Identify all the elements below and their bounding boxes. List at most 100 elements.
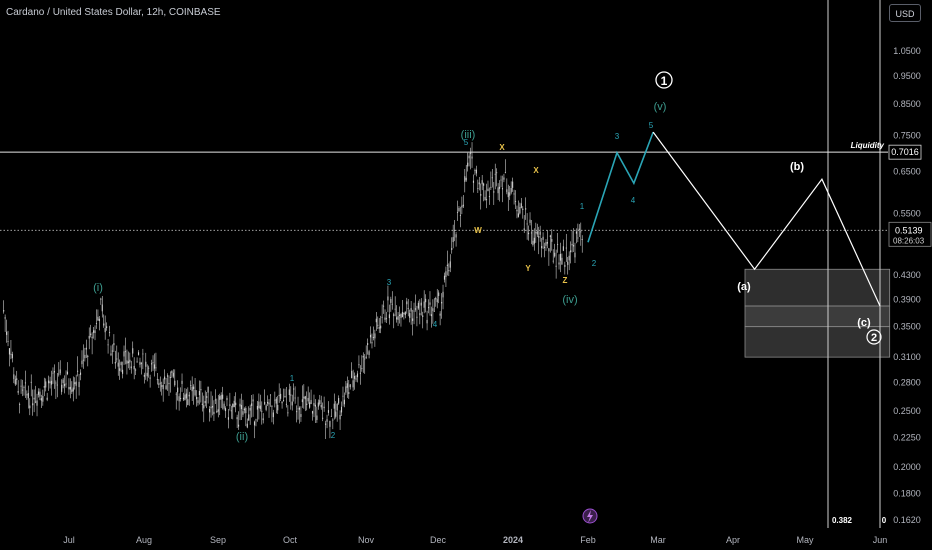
candle-body bbox=[71, 389, 73, 393]
candle-body bbox=[470, 151, 472, 154]
candle-body bbox=[403, 312, 405, 315]
candle-body bbox=[140, 363, 142, 365]
candle-body bbox=[500, 179, 502, 181]
candle-body bbox=[180, 398, 182, 399]
candle-body bbox=[509, 192, 511, 196]
candle-body bbox=[14, 379, 16, 385]
candle-body bbox=[307, 397, 309, 402]
wave-label-5-feb: 5 bbox=[649, 121, 654, 130]
candle-body bbox=[536, 231, 538, 235]
y-tick-label: 0.4300 bbox=[893, 270, 921, 280]
candle-body bbox=[320, 404, 322, 408]
candle-body bbox=[258, 401, 260, 409]
y-tick-label: 0.2500 bbox=[893, 406, 921, 416]
candle-body bbox=[354, 375, 356, 379]
candle-body bbox=[436, 299, 438, 303]
candle-body bbox=[429, 302, 431, 305]
candle-body bbox=[223, 403, 225, 409]
candle-body bbox=[29, 405, 31, 409]
candle-body bbox=[355, 378, 357, 380]
candle-body bbox=[181, 380, 183, 384]
candle-body bbox=[127, 361, 129, 364]
candle-body bbox=[362, 356, 364, 358]
candle-body bbox=[187, 399, 189, 405]
circled-2-ring bbox=[866, 329, 882, 345]
candle-body bbox=[206, 396, 208, 398]
candle-body bbox=[148, 367, 150, 369]
lightning-icon-bolt bbox=[587, 510, 593, 523]
candle-body bbox=[184, 394, 186, 400]
candle-body bbox=[513, 193, 515, 195]
candle-body bbox=[129, 359, 131, 363]
candle-body bbox=[484, 196, 486, 200]
candle-body bbox=[367, 343, 369, 345]
candle-body bbox=[122, 369, 124, 374]
candle-body bbox=[561, 257, 563, 265]
candle-body bbox=[394, 308, 396, 310]
candle-body bbox=[535, 232, 537, 234]
fib-label-0382: 0.382 bbox=[832, 516, 853, 525]
candle-body bbox=[90, 333, 92, 336]
x-tick-label: Aug bbox=[136, 535, 152, 545]
candle-body bbox=[417, 302, 419, 309]
candle-body bbox=[11, 354, 13, 359]
candle-body bbox=[322, 417, 324, 419]
candle-body bbox=[56, 384, 58, 386]
candle-body bbox=[578, 228, 580, 230]
candle-body bbox=[182, 397, 185, 400]
candle-body bbox=[142, 353, 144, 355]
candle-body bbox=[226, 397, 228, 401]
candle-body bbox=[195, 397, 198, 400]
y-tick-label: 0.3100 bbox=[893, 352, 921, 362]
candle-body bbox=[530, 232, 533, 234]
candle-body bbox=[413, 310, 415, 312]
candle-body bbox=[523, 228, 525, 231]
candle-body bbox=[562, 246, 564, 251]
candle-body bbox=[84, 354, 86, 359]
candle-body bbox=[13, 374, 15, 380]
candle-body bbox=[162, 384, 164, 390]
candle-body bbox=[43, 386, 45, 388]
candle-body bbox=[24, 382, 26, 384]
candle-body bbox=[538, 236, 540, 238]
candle-body bbox=[528, 232, 530, 235]
candle-body bbox=[425, 298, 427, 303]
current-price-value: 0.5139 bbox=[895, 225, 923, 235]
candle-body bbox=[232, 403, 234, 408]
candle-body bbox=[164, 376, 166, 380]
candle-body bbox=[139, 361, 141, 365]
candle-body bbox=[546, 242, 548, 244]
candle-body bbox=[501, 188, 504, 190]
candle-body bbox=[290, 394, 292, 396]
candle-body bbox=[100, 298, 102, 300]
candle-body bbox=[541, 246, 543, 249]
candle-body bbox=[229, 404, 231, 406]
candle-body bbox=[422, 315, 424, 317]
candle-body bbox=[238, 424, 240, 427]
candle-body bbox=[580, 231, 582, 233]
candle-body bbox=[464, 176, 466, 182]
candle-body bbox=[39, 391, 41, 397]
candle-body bbox=[461, 205, 463, 208]
bar-countdown: 08:26:03 bbox=[893, 236, 925, 245]
candle-body bbox=[252, 399, 254, 402]
candle-body bbox=[455, 234, 457, 238]
projection-correction-line bbox=[652, 131, 881, 307]
candle-body bbox=[165, 385, 167, 390]
candle-body bbox=[451, 247, 453, 250]
candle-body bbox=[69, 386, 71, 390]
candle-body bbox=[314, 404, 316, 407]
candle-body bbox=[478, 182, 480, 185]
candle-body bbox=[216, 410, 218, 413]
candle-body bbox=[433, 310, 435, 312]
candle-body bbox=[409, 313, 411, 318]
y-tick-label: 0.2800 bbox=[893, 378, 921, 388]
candle-body bbox=[284, 395, 286, 398]
candle-body bbox=[143, 374, 145, 377]
candle-body bbox=[539, 231, 541, 235]
candle-body bbox=[306, 403, 308, 406]
currency-button[interactable]: USD bbox=[889, 4, 921, 22]
candle-body bbox=[378, 327, 380, 329]
